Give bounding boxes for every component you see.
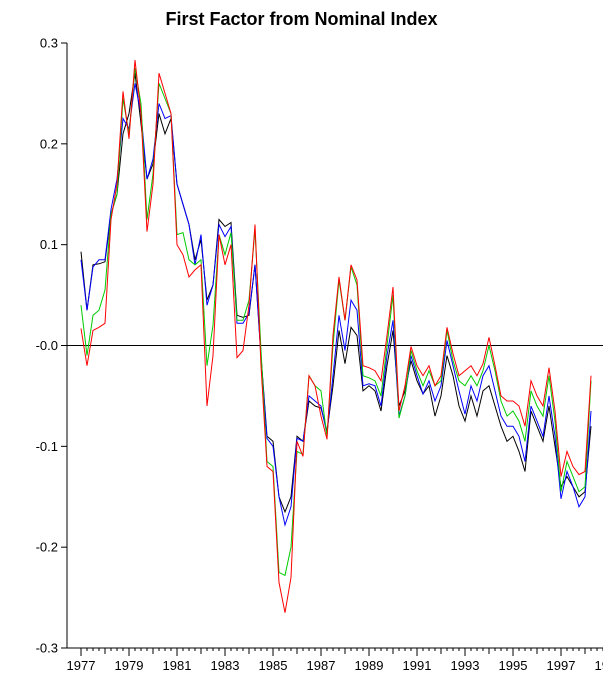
y-tick-label: 0.2 [40, 136, 58, 151]
chart-title: First Factor from Nominal Index [165, 9, 438, 29]
x-tick-label: 1993 [451, 658, 480, 673]
series-line-1 [80, 73, 592, 514]
x-tick-label: 1981 [163, 658, 192, 673]
x-tick-label: 1977 [67, 658, 96, 673]
x-tick-label: 1991 [403, 658, 432, 673]
y-tick-label: 0.1 [40, 237, 58, 252]
x-tick-label: 1995 [499, 658, 528, 673]
y-tick-label: -0.3 [36, 641, 58, 656]
tick-labels: 0.3 0.2 0.1 -0.0 -0.1 -0.2 -0.3 1977 1979 1981 198… [36, 36, 603, 674]
x-tick-label: 1979 [115, 658, 144, 673]
axes [61, 42, 603, 656]
y-tick-label: 0.3 [40, 36, 58, 51]
y-tick-label: -0.0 [36, 338, 58, 353]
x-tick-label: 1989 [355, 658, 384, 673]
y-tick-label: -0.2 [36, 540, 58, 555]
series-lines [80, 60, 592, 613]
x-tick-label: 1997 [547, 658, 576, 673]
x-tick-label: 1985 [259, 658, 288, 673]
x-tick-label: 1983 [211, 658, 240, 673]
series-line-3 [80, 68, 592, 577]
series-line-2 [80, 83, 592, 527]
x-tick-label: 1987 [307, 658, 336, 673]
series-line-4 [80, 60, 592, 613]
y-tick-label: -0.1 [36, 439, 58, 454]
x-tick-label: 1999 [595, 658, 603, 673]
